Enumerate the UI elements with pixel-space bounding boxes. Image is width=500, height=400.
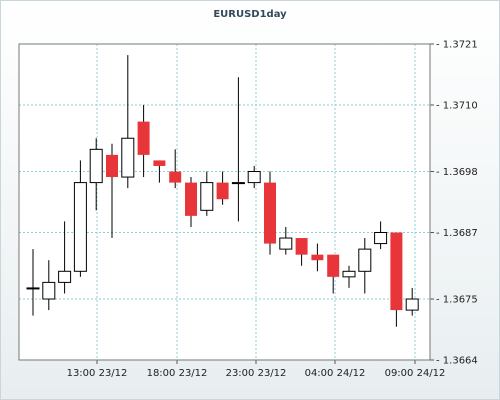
x-tick-label: 04:00 24/12 xyxy=(305,368,366,379)
candle-body-down xyxy=(169,171,182,183)
candles xyxy=(26,55,419,327)
y-tick-label: - 1.3721 xyxy=(436,40,478,51)
candle xyxy=(216,171,229,205)
candle xyxy=(358,238,372,294)
candle xyxy=(231,77,245,222)
candle-body-up xyxy=(73,182,87,272)
candle xyxy=(153,160,166,183)
candle xyxy=(185,177,197,227)
axes: - 1.3721 - 1.3710 - 1.3698 - 1.3687 - 1.3675… xyxy=(18,40,478,379)
y-tick-label: - 1.3710 xyxy=(436,100,478,111)
x-tick-label: 09:00 24/12 xyxy=(385,368,446,379)
candle-body-up xyxy=(200,182,214,211)
candle-body-up xyxy=(358,248,372,272)
candle-body-down xyxy=(311,254,324,261)
candle-body-up xyxy=(58,270,72,283)
grid xyxy=(19,44,430,360)
plot-area xyxy=(19,44,430,360)
candle-body-down xyxy=(185,182,197,216)
candle-body-up xyxy=(342,270,356,278)
plot-border xyxy=(18,43,431,361)
candle xyxy=(390,232,403,327)
candle-body-up xyxy=(247,171,261,184)
candle xyxy=(89,138,103,211)
candle-body-down xyxy=(264,182,276,244)
candle-body-up xyxy=(26,287,40,290)
candle-body-up xyxy=(89,148,103,184)
candle-body-up xyxy=(121,137,135,178)
candle xyxy=(327,254,340,294)
candle xyxy=(374,221,388,250)
candle-body-up xyxy=(42,281,56,300)
chart-title: EURUSD1day xyxy=(213,9,287,20)
candle xyxy=(73,160,87,277)
candle-body-up xyxy=(405,298,419,311)
candle xyxy=(137,104,150,178)
candle xyxy=(58,221,72,294)
candle xyxy=(295,238,308,266)
candle xyxy=(200,171,214,216)
candle-body-down xyxy=(137,121,150,155)
candle xyxy=(26,249,40,316)
candle-body-up xyxy=(231,182,245,185)
y-tick-label: - 1.3698 xyxy=(436,167,478,178)
candle-body-down xyxy=(216,182,229,200)
candle-body-up xyxy=(374,231,388,245)
candle xyxy=(342,265,356,288)
candle xyxy=(264,171,276,255)
candle xyxy=(247,165,261,189)
y-tick-label: - 1.3675 xyxy=(436,295,478,306)
x-tick-label: 13:00 23/12 xyxy=(67,368,128,379)
candle xyxy=(106,143,118,239)
candle xyxy=(169,149,182,189)
candle-body-up xyxy=(279,237,293,250)
candle-body-down xyxy=(153,160,166,166)
candle-body-down xyxy=(390,232,403,311)
candle xyxy=(311,243,324,272)
candle-body-down xyxy=(106,154,118,178)
candle-body-down xyxy=(327,254,340,277)
y-tick-label: - 1.3664 xyxy=(436,356,478,367)
candle xyxy=(405,287,419,316)
x-tick-label: 23:00 23/12 xyxy=(226,368,287,379)
candle xyxy=(121,55,135,189)
x-tick-label: 18:00 23/12 xyxy=(147,368,208,379)
candle xyxy=(42,260,56,311)
y-tick-label: - 1.3687 xyxy=(436,228,478,239)
candle-body-down xyxy=(295,238,308,255)
candle xyxy=(279,226,293,255)
